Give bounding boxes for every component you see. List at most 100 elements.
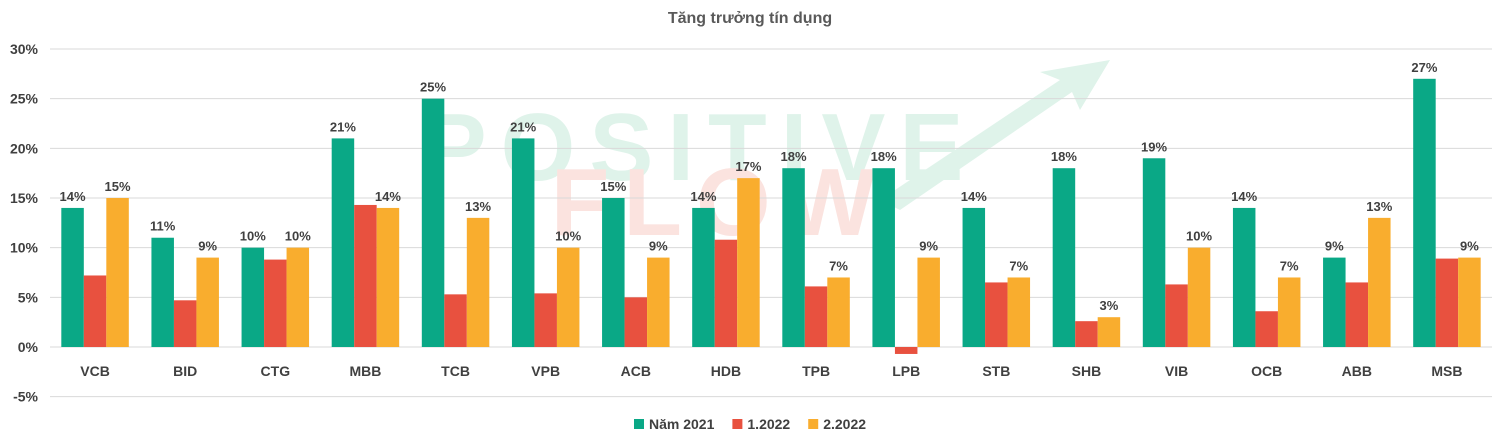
x-tick-label: MBB [349, 363, 381, 379]
bar-tcb-1 [444, 294, 467, 347]
bar-vcb-0 [61, 207, 84, 347]
data-label: 10% [240, 229, 266, 244]
bar-ctg-2 [286, 247, 310, 347]
legend-label: 2.2022 [823, 416, 866, 432]
bar-tpb-2 [827, 277, 850, 347]
y-tick-label: 20% [10, 140, 39, 156]
bar-stb-0 [962, 207, 986, 347]
bar-stb-1 [985, 282, 1008, 347]
data-label: 10% [285, 229, 311, 244]
bar-vib-1 [1165, 284, 1188, 347]
y-tick-label: 15% [10, 190, 39, 206]
x-tick-label: BID [173, 363, 197, 379]
bar-ocb-1 [1255, 311, 1278, 347]
bar-tpb-0 [782, 168, 805, 347]
x-tick-label: TCB [441, 363, 470, 379]
x-tick-label: HDB [711, 363, 741, 379]
y-tick-label: 30% [10, 41, 39, 57]
data-label: 14% [60, 189, 86, 204]
data-label: 18% [1051, 149, 1077, 164]
bar-tpb-1 [804, 286, 828, 347]
legend: Năm 2021 1.2022 2.2022 [634, 416, 866, 432]
bar-vpb-1 [534, 293, 557, 347]
x-tick-label: LPB [892, 363, 920, 379]
bar-hdb-0 [692, 207, 715, 347]
data-label: 13% [1366, 199, 1392, 214]
data-label: 25% [420, 80, 446, 95]
x-tick-label: OCB [1251, 363, 1282, 379]
data-label: 18% [781, 149, 807, 164]
x-tick-label: CTG [261, 363, 291, 379]
bar-bid-2 [196, 257, 219, 347]
x-tick-label: VCB [80, 363, 110, 379]
data-label: 9% [1460, 239, 1479, 254]
bar-acb-0 [602, 198, 625, 347]
y-tick-label: -5% [13, 389, 38, 405]
data-label: 27% [1411, 60, 1437, 75]
data-label: 9% [919, 239, 938, 254]
bar-tcb-0 [421, 98, 445, 348]
data-label: 7% [1009, 258, 1028, 273]
bar-mbb-0 [331, 138, 355, 347]
data-label: 9% [198, 239, 217, 254]
data-label: 9% [649, 239, 668, 254]
bar-vcb-2 [106, 198, 129, 347]
bar-msb-1 [1435, 258, 1459, 347]
bar-hdb-1 [714, 239, 738, 347]
x-tick-label: TPB [802, 363, 830, 379]
y-tick-label: 10% [10, 240, 39, 256]
x-tick-label: VPB [531, 363, 560, 379]
x-axis-ticks: VCB BID CTG MBB TCB VPB ACB HDB TPB LPB STB SHB VIB O… [80, 363, 1462, 379]
bar-msb-2 [1458, 257, 1481, 347]
bar-abb-1 [1345, 282, 1369, 347]
y-tick-label: 0% [18, 339, 39, 355]
data-label: 14% [690, 189, 716, 204]
data-label: 14% [961, 189, 987, 204]
x-tick-label: ABB [1342, 363, 1372, 379]
bar-mbb-1 [354, 204, 377, 347]
bar-vpb-2 [556, 247, 580, 347]
legend-swatch [732, 419, 743, 429]
data-labels: 14% 15% 11% 9% 10% 10% 21% 14% 25% 13% 21% 10% 15% 9%… [60, 60, 1480, 313]
data-label: 15% [105, 179, 131, 194]
legend-label: 1.2022 [747, 416, 790, 432]
bar-abb-0 [1323, 257, 1346, 347]
x-tick-label: MSB [1431, 363, 1462, 379]
bar-vib-0 [1142, 158, 1166, 347]
y-tick-label: 25% [10, 91, 39, 107]
bar-shb-0 [1052, 168, 1076, 347]
bar-hdb-2 [737, 178, 760, 347]
bar-lpb-1 [894, 347, 918, 354]
data-label: 14% [1231, 189, 1257, 204]
x-tick-label: ACB [621, 363, 651, 379]
legend-swatch [634, 419, 644, 429]
x-tick-label: SHB [1072, 363, 1102, 379]
bar-acb-2 [647, 257, 670, 347]
bar-lpb-2 [917, 257, 940, 347]
legend-swatch [808, 419, 819, 429]
chart-title: Tăng trưởng tín dụng [668, 10, 832, 27]
y-axis-ticks: 30% 25% 20% 15% 10% 5% 0% -5% [10, 41, 39, 405]
data-label: 3% [1100, 298, 1119, 313]
bar-bid-1 [173, 300, 197, 347]
data-label: 7% [829, 258, 848, 273]
bar-msb-0 [1413, 78, 1436, 348]
bar-lpb-0 [872, 168, 895, 347]
data-label: 7% [1280, 258, 1299, 273]
bar-mbb-2 [376, 207, 400, 347]
bar-bid-0 [151, 237, 174, 347]
data-label: 21% [330, 119, 356, 134]
bar-stb-2 [1007, 277, 1031, 347]
bar-vcb-1 [83, 275, 107, 347]
bar-shb-2 [1097, 317, 1121, 347]
legend-label: Năm 2021 [649, 416, 715, 432]
y-tick-label: 5% [18, 289, 39, 305]
bar-vpb-0 [511, 138, 535, 347]
x-tick-label: VIB [1165, 363, 1188, 379]
data-label: 10% [1186, 229, 1212, 244]
x-tick-label: STB [982, 363, 1010, 379]
bar-ctg-0 [241, 247, 265, 347]
bar-ctg-1 [264, 259, 287, 347]
data-label: 15% [600, 179, 626, 194]
